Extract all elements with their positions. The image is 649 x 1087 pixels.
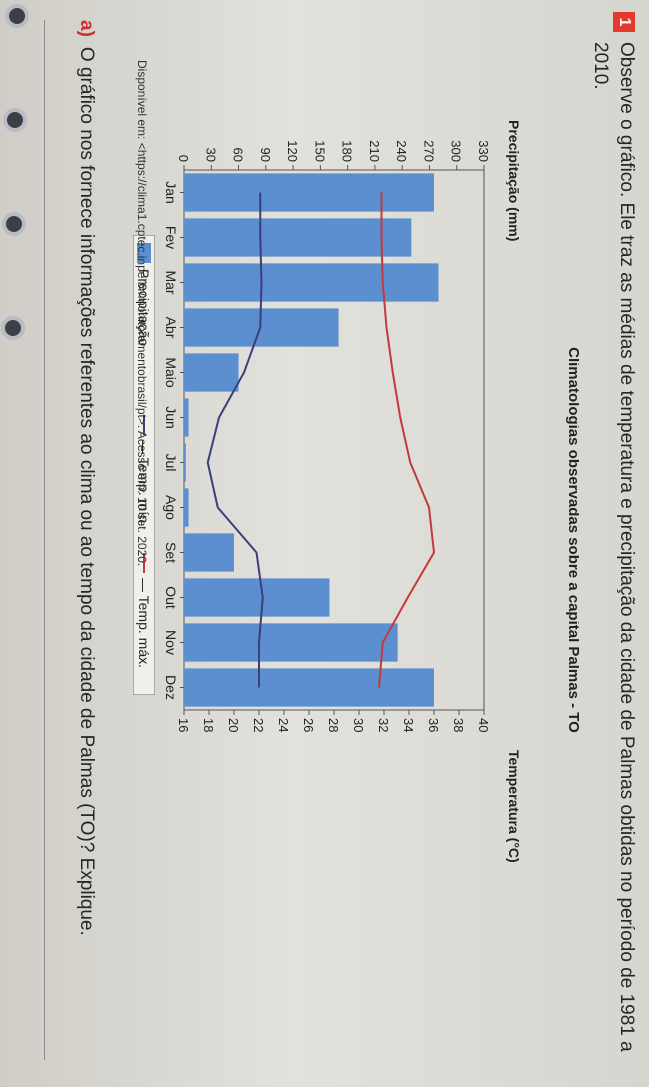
question-number: 1 (613, 12, 635, 32)
precipitation-bar (184, 668, 434, 707)
x-tick-label: Jun (163, 406, 179, 429)
temperature-lines (206, 192, 436, 688)
x-tick-label: Jul (163, 454, 179, 472)
x-tick-label: Out (163, 586, 179, 609)
legend-precip-label: Precipitação (136, 269, 152, 346)
chart-legend: Precipitação — Temp. mín. — Temp. máx. (133, 235, 155, 695)
right-tick-label: 24 (276, 718, 291, 732)
y-left-label: Precipitação (mm) (506, 120, 522, 241)
question-text: Observe o gráfico. Ele traz as médias de… (590, 42, 637, 1052)
x-tick-label: Maio (163, 357, 179, 388)
left-tick-label: 210 (367, 140, 382, 162)
left-tick-label: 300 (449, 140, 464, 162)
precipitation-bar (184, 308, 339, 347)
precipitation-bar (184, 173, 434, 212)
x-tick-label: Fev (163, 226, 179, 249)
right-tick-label: 20 (226, 718, 241, 732)
legend-precip-swatch (137, 243, 151, 263)
source-citation: Disponível em: <https://clima1.cptec.inp… (135, 60, 149, 567)
left-tick-label: 150 (312, 140, 327, 162)
climate-chart: Climatologias observadas sobre a capital… (163, 120, 579, 863)
binder-hole (9, 8, 25, 24)
precipitation-bar (184, 533, 234, 572)
binder-hole (5, 320, 21, 336)
left-tick-label: 240 (394, 140, 409, 162)
item-a: a) O gráfico nos fornece informações refe… (75, 20, 97, 1080)
precipitation-bar (184, 623, 398, 662)
item-a-text: O gráfico nos fornece informações refere… (76, 46, 97, 936)
precipitation-bar (183, 398, 189, 437)
left-tick-label: 120 (285, 140, 300, 162)
left-tick-label: 30 (203, 148, 218, 162)
chart-title: Climatologias observadas sobre a capital… (565, 347, 579, 733)
y-right-label: Temperatura (°C) (506, 750, 522, 863)
x-tick-label: Ago (163, 495, 179, 520)
right-tick-label: 30 (351, 718, 366, 732)
left-tick-label: 90 (258, 148, 273, 162)
left-tick-label: 330 (476, 140, 491, 162)
precipitation-bar (184, 263, 439, 302)
x-tick-label: Set (163, 542, 179, 563)
right-tick-label: 18 (201, 718, 216, 732)
right-tick-label: 28 (326, 718, 341, 732)
right-tick-label: 22 (251, 718, 266, 732)
precipitation-bar (183, 488, 189, 527)
temp-max-line (378, 192, 436, 688)
binder-hole (6, 216, 22, 232)
legend-max-label: — Temp. máx. (136, 578, 152, 668)
right-tick-label: 32 (376, 718, 391, 732)
precipitation-bar (183, 443, 186, 482)
right-axis: 16 18 20 22 24 26 28 30 32 34 36 38 40 (176, 710, 491, 732)
answer-line (44, 20, 45, 1060)
x-axis-labels: Jan Fev Mar Abr Maio Jun Jul Ago Set Out Nov Dez (163, 181, 184, 700)
right-tick-label: 36 (426, 718, 441, 732)
precipitation-bar (183, 353, 239, 392)
right-tick-label: 26 (301, 718, 316, 732)
left-tick-label: 270 (421, 140, 436, 162)
legend-min-label: — Temp. mín. (136, 440, 152, 527)
precipitation-bar (184, 578, 330, 617)
right-tick-label: 34 (401, 718, 416, 732)
x-tick-label: Nov (163, 630, 179, 655)
left-tick-label: 60 (231, 148, 246, 162)
right-tick-label: 16 (176, 718, 191, 732)
temp-min-line (206, 192, 264, 688)
x-tick-label: Jan (163, 181, 179, 204)
right-tick-label: 38 (451, 718, 466, 732)
left-tick-label: 180 (340, 140, 355, 162)
x-tick-label: Abr (163, 317, 179, 339)
right-tick-label: 40 (476, 718, 491, 732)
item-a-letter: a) (76, 20, 97, 37)
x-tick-label: Mar (163, 270, 179, 294)
x-tick-label: Dez (163, 675, 179, 700)
precipitation-bars (183, 173, 439, 707)
left-tick-label: 0 (176, 155, 191, 162)
precipitation-bar (184, 218, 412, 257)
binder-hole (7, 112, 23, 128)
left-axis: 0 30 60 90 120 150 180 210 240 270 300 330 (176, 140, 491, 170)
